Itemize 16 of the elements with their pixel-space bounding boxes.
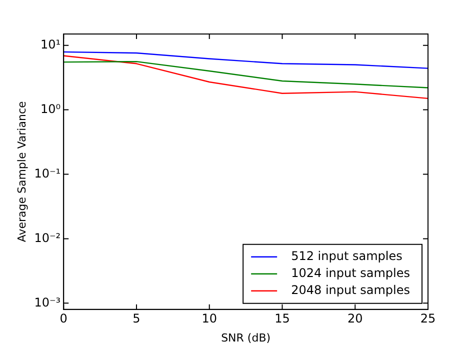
y-tick-label: 10⁰ — [40, 102, 61, 116]
x-tick-label: 10 — [202, 312, 218, 326]
y-tick-label: 10⁻² — [34, 230, 61, 245]
y-tick-label: 10¹ — [40, 37, 61, 52]
x-tick-label: 15 — [274, 312, 290, 326]
x-tick-label: 5 — [132, 312, 140, 326]
y-tick-label: 10⁻¹ — [34, 166, 61, 180]
x-tick-label: 0 — [60, 312, 68, 326]
legend-label: 1024 input samples — [291, 266, 410, 280]
y-axis-title: Average Sample Variance — [15, 101, 28, 242]
y-tick-label: 10⁻³ — [34, 295, 61, 310]
x-tick-label: 25 — [420, 312, 436, 326]
legend-label: 512 input samples — [291, 249, 402, 264]
x-tick-label: 20 — [347, 312, 363, 326]
x-axis-title: SNR (dB) — [221, 331, 271, 344]
legend-label: 2048 input samples — [291, 283, 410, 298]
